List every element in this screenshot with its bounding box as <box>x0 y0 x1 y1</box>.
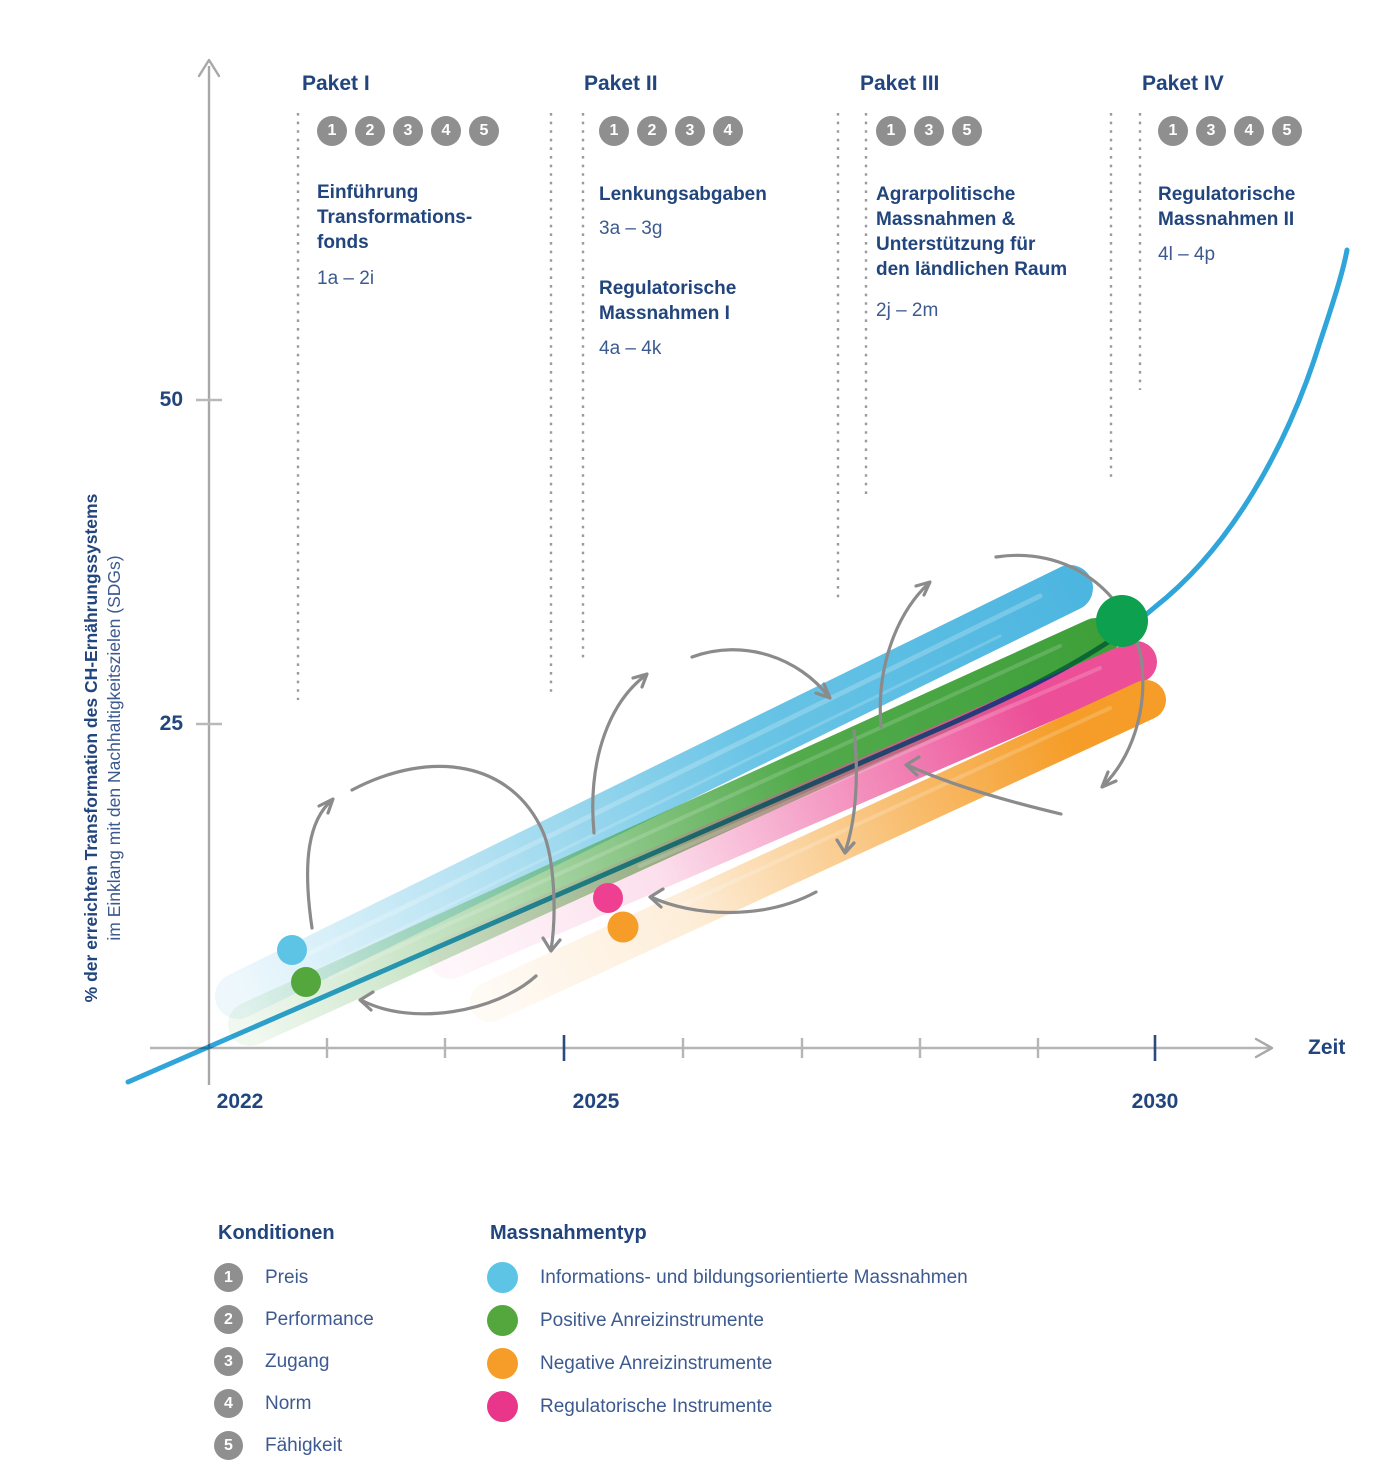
condition-badge-4: 4 <box>713 116 743 146</box>
x-axis-title: Zeit <box>1308 1036 1346 1059</box>
dot-info-massnahmen <box>277 935 307 965</box>
condition-badge-1: 1 <box>599 116 629 146</box>
paket-2-measure-2-title: Regulatorische Massnahmen I <box>599 278 737 324</box>
condition-badge-1: 1 <box>1158 116 1188 146</box>
massnahmentyp-title: Massnahmentyp <box>490 1222 647 1244</box>
konditionen-item-faehigkeit: 5 Fähigkeit <box>214 1431 342 1460</box>
paket-4-measure-code: 4l – 4p <box>1158 244 1216 265</box>
dot-positive-anreize <box>291 967 321 997</box>
condition-badge-4: 4 <box>1234 116 1264 146</box>
condition-badge-2: 2 <box>214 1305 243 1334</box>
condition-badge-3: 3 <box>675 116 705 146</box>
konditionen-item-norm: 4 Norm <box>214 1389 311 1418</box>
legend-dot-orange <box>487 1348 518 1379</box>
y-axis-label-regular: im Einklang mit den Nachhaltigkeitsziele… <box>104 555 124 941</box>
transformation-curve <box>125 247 1350 1085</box>
condition-badge-3: 3 <box>1196 116 1226 146</box>
paket-4-measure-title: Regulatorische Massnahmen II <box>1158 184 1296 230</box>
condition-badge-5: 5 <box>1272 116 1302 146</box>
paket-3-conditions: 1 3 5 <box>876 116 982 146</box>
cycle-arrows <box>306 553 1145 1016</box>
paket-3-measure-title: Agrarpolitische Massnahmen & Unterstützu… <box>876 184 1068 280</box>
x-tick-2022: 2022 <box>216 1090 264 1113</box>
paket-4-conditions: 1 3 4 5 <box>1158 116 1302 146</box>
condition-badge-2: 2 <box>637 116 667 146</box>
band-regulatorische-instrumente <box>429 641 1157 979</box>
paket-2-label: Paket II <box>584 72 658 95</box>
band-positive-anreize <box>228 618 1118 1046</box>
massnahmentyp-item-label: Regulatorische Instrumente <box>540 1395 773 1417</box>
condition-badge-1: 1 <box>317 116 347 146</box>
paket-3-measure-code: 2j – 2m <box>876 300 939 321</box>
legend-dot-pink <box>487 1391 518 1422</box>
band-informations-massnahmen <box>215 565 1093 1019</box>
dot-regulatorisch <box>593 883 623 913</box>
massnahmentyp-item-label: Positive Anreizinstrumente <box>540 1309 764 1331</box>
condition-badge-5: 5 <box>469 116 499 146</box>
konditionen-item-preis: 1 Preis <box>214 1263 308 1292</box>
konditionen-item-label: Preis <box>265 1266 309 1288</box>
konditionen-item-zugang: 3 Zugang <box>214 1347 329 1376</box>
paket-2-measure-1-code: 3a – 3g <box>599 218 663 239</box>
x-tick-2025: 2025 <box>572 1090 620 1113</box>
condition-badge-1: 1 <box>876 116 906 146</box>
paket-4-label: Paket IV <box>1142 72 1224 95</box>
konditionen-item-label: Zugang <box>265 1350 330 1372</box>
x-tick-2030: 2030 <box>1131 1090 1179 1113</box>
paket-1-measure-title: Einführung Transformations- fonds <box>317 182 473 253</box>
konditionen-title: Konditionen <box>218 1222 335 1244</box>
condition-badge-5: 5 <box>214 1431 243 1460</box>
konditionen-item-label: Norm <box>265 1392 312 1414</box>
y-axis-label-bold: % der erreichten Transformation des CH-E… <box>81 493 101 1003</box>
condition-badge-1: 1 <box>214 1263 243 1292</box>
massnahmentyp-item-positive: Positive Anreizinstrumente <box>487 1305 764 1336</box>
band-negative-anreize <box>470 680 1166 1022</box>
y-axis-label: % der erreichten Transformation des CH-E… <box>80 436 128 1060</box>
konditionen-item-performance: 2 Performance <box>214 1305 374 1334</box>
paket-2-measure-1-title: Lenkungsabgaben <box>599 184 767 205</box>
condition-badge-3: 3 <box>393 116 423 146</box>
condition-badge-3: 3 <box>214 1347 243 1376</box>
x-axis <box>150 1035 1274 1061</box>
condition-badge-3: 3 <box>914 116 944 146</box>
y-tick-50: 50 <box>159 388 183 411</box>
paket-1-label: Paket I <box>302 72 370 95</box>
y-tick-25: 25 <box>159 712 183 735</box>
condition-badge-2: 2 <box>355 116 385 146</box>
legend-dot-blue <box>487 1262 518 1293</box>
condition-badge-4: 4 <box>214 1389 243 1418</box>
legend-dot-green <box>487 1305 518 1336</box>
konditionen-item-label: Fähigkeit <box>265 1434 343 1456</box>
massnahmentyp-item-label: Negative Anreizinstrumente <box>540 1352 773 1374</box>
dot-positive-anreize-gross <box>1096 595 1148 647</box>
condition-badge-4: 4 <box>431 116 461 146</box>
condition-badge-5: 5 <box>952 116 982 146</box>
paket-2-measure-2-code: 4a – 4k <box>599 338 662 359</box>
y-axis <box>196 58 222 1085</box>
konditionen-item-label: Performance <box>265 1308 374 1330</box>
measure-dots <box>277 595 1148 997</box>
paket-1-conditions: 1 2 3 4 5 <box>317 116 499 146</box>
massnahmentyp-item-negative: Negative Anreizinstrumente <box>487 1348 772 1379</box>
package-dotted-guides <box>296 113 1142 700</box>
measure-bands <box>215 565 1166 1046</box>
dot-negative-anreize <box>607 911 639 943</box>
paket-3-label: Paket III <box>860 72 940 95</box>
massnahmentyp-item-regulatorisch: Regulatorische Instrumente <box>487 1391 772 1422</box>
massnahmentyp-item-information: Informations- und bildungsorientierte Ma… <box>487 1262 968 1293</box>
massnahmentyp-item-label: Informations- und bildungsorientierte Ma… <box>540 1266 968 1288</box>
paket-2-conditions: 1 2 3 4 <box>599 116 743 146</box>
paket-1-measure-code: 1a – 2i <box>317 268 375 289</box>
